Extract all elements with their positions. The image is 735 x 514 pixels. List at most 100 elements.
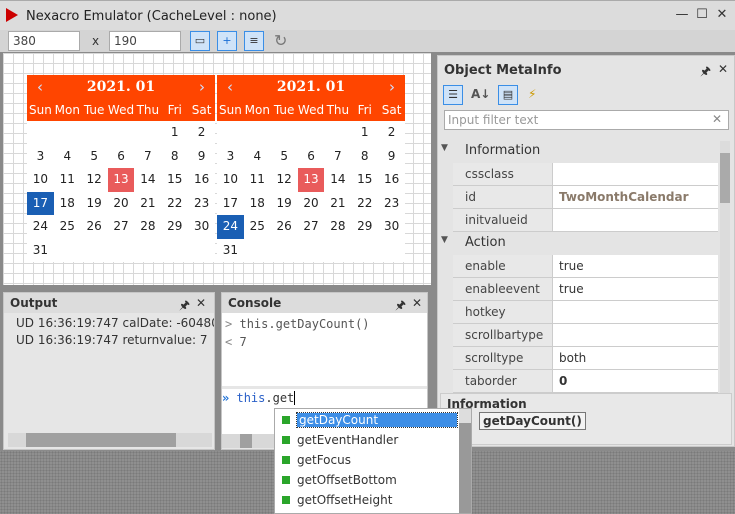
day-cell[interactable]: 27 [113,219,129,233]
day-cell[interactable]: 12 [276,172,292,186]
day-cell[interactable]: 11 [59,172,75,186]
day-cell[interactable]: 4 [63,148,72,163]
property-row[interactable]: cssclass [453,163,718,186]
property-value[interactable] [553,324,718,346]
day-cell[interactable]: 20 [113,195,129,210]
pin-icon[interactable]: 🖈 [395,298,407,312]
day-cell[interactable]: 25 [249,219,265,233]
property-row[interactable]: hotkey [453,301,718,324]
day-cell[interactable]: 15 [357,172,373,186]
pin-icon[interactable]: 🖈 [700,64,712,78]
autocomplete-item[interactable]: getEventHandler [275,431,471,451]
day-cell[interactable]: 25 [59,219,75,233]
day-cell[interactable]: 18 [59,195,75,210]
property-value[interactable] [553,163,718,185]
day-cell[interactable]: 14 [330,172,346,186]
property-row[interactable]: enable true [453,255,718,278]
day-cell[interactable]: 30 [193,219,210,233]
scrollbar[interactable] [459,409,471,513]
clear-filter-icon[interactable]: ✕ [712,112,723,126]
day-cell[interactable]: 4 [253,148,262,163]
day-cell[interactable]: 6 [117,148,125,163]
close-icon[interactable]: ✕ [412,296,423,310]
day-cell[interactable]: 19 [86,195,102,210]
day-cell[interactable]: 3 [36,148,45,163]
refresh-icon[interactable]: ↻ [274,31,288,50]
day-cell[interactable]: 23 [383,195,400,210]
list-icon[interactable]: ≡ [244,31,264,51]
day-cell[interactable]: 24 [217,215,244,239]
next-month-button[interactable]: › [199,78,205,96]
pin-icon[interactable]: 🖈 [179,298,191,312]
day-cell[interactable]: 15 [167,172,183,186]
day-cell[interactable]: 30 [383,219,400,233]
categorized-icon[interactable]: ☰ [443,85,463,105]
property-value[interactable] [553,301,718,323]
day-cell[interactable]: 13 [107,168,135,192]
prev-month-button[interactable]: ‹ [37,78,43,96]
close-icon[interactable]: ✕ [196,296,207,310]
day-cell[interactable]: 8 [360,148,369,163]
filter-input[interactable]: Input filter text [444,110,729,130]
minimize-button[interactable]: — [675,7,689,22]
day-cell[interactable]: 11 [249,172,265,186]
day-cell[interactable]: 28 [330,219,346,233]
day-cell[interactable]: 2 [197,125,206,139]
width-input[interactable]: 380 [8,31,80,51]
day-cell[interactable]: 18 [249,195,265,210]
day-cell[interactable]: 10 [222,172,239,186]
horizontal-scrollbar[interactable] [8,433,212,447]
day-cell[interactable]: 16 [193,172,210,186]
day-cell[interactable]: 20 [303,195,319,210]
day-cell[interactable]: 17 [222,195,239,210]
property-group[interactable]: ▼ Action [441,235,506,250]
events-icon[interactable]: ⚡ [528,87,537,101]
day-cell[interactable]: 28 [140,219,156,233]
property-row[interactable]: enableevent true [453,278,718,301]
day-cell[interactable]: 12 [86,172,102,186]
day-cell[interactable]: 3 [226,148,235,163]
property-value[interactable]: true [553,255,718,277]
autocomplete-item[interactable]: getDayCount [275,411,471,431]
day-cell[interactable]: 27 [303,219,319,233]
day-cell[interactable]: 31 [32,242,49,257]
property-row[interactable]: scrolltype both [453,347,718,370]
day-cell[interactable]: 2 [387,125,396,139]
day-cell[interactable]: 23 [193,195,210,210]
prev-month-button[interactable]: ‹ [227,78,233,96]
day-cell[interactable]: 26 [276,219,292,233]
day-cell[interactable]: 7 [144,148,152,163]
maximize-button[interactable]: ☐ [696,7,708,22]
property-group[interactable]: ▼ Information [441,143,541,158]
day-cell[interactable]: 5 [280,148,288,163]
day-cell[interactable]: 24 [32,219,49,233]
day-cell[interactable]: 29 [167,219,183,233]
close-button[interactable]: ✕ [716,7,728,22]
property-row[interactable]: id TwoMonthCalendar [453,186,718,209]
properties-icon[interactable]: ▤ [498,85,518,105]
property-value[interactable]: TwoMonthCalendar [553,186,718,208]
day-cell[interactable]: 31 [222,242,239,257]
day-cell[interactable]: 9 [197,148,206,163]
day-cell[interactable]: 16 [383,172,400,186]
autocomplete-item[interactable]: getOffsetHeight [275,491,471,511]
autocomplete-item[interactable]: getOffsetBottom [275,471,471,491]
day-cell[interactable]: 22 [357,195,373,210]
day-cell[interactable]: 8 [170,148,179,163]
day-cell[interactable]: 26 [86,219,102,233]
day-cell[interactable]: 5 [90,148,98,163]
day-cell[interactable]: 7 [334,148,342,163]
property-value[interactable]: 0 [553,370,718,392]
autocomplete-item[interactable]: getFocus [275,451,471,471]
day-cell[interactable]: 21 [140,195,156,210]
property-value[interactable] [553,209,718,231]
day-cell[interactable]: 10 [32,172,49,186]
screen-icon[interactable]: ▭ [190,31,210,51]
day-cell[interactable]: 9 [387,148,396,163]
day-cell[interactable]: 6 [307,148,315,163]
day-cell[interactable]: 22 [167,195,183,210]
property-row[interactable]: taborder 0 [453,370,718,393]
day-cell[interactable]: 13 [297,168,325,192]
day-cell[interactable]: 14 [140,172,156,186]
property-value[interactable]: true [553,278,718,300]
